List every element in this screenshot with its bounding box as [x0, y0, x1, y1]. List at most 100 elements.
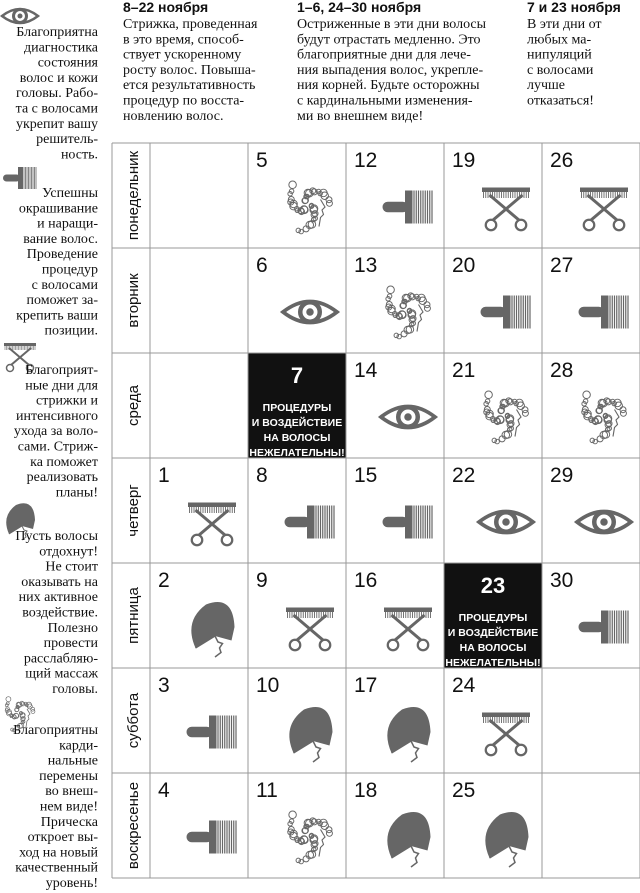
eye-outline — [475, 509, 537, 535]
curl — [5, 701, 10, 706]
legend-text: щий массаж — [25, 667, 98, 682]
curl — [396, 333, 402, 340]
legend-text: планы! — [56, 485, 98, 500]
curl — [603, 415, 612, 424]
icon-comb — [382, 190, 433, 224]
curl — [310, 211, 318, 219]
header-text: Остриженные в эти дни волосы — [297, 17, 487, 32]
eye-iris — [592, 510, 616, 534]
eye-outline — [279, 299, 341, 325]
curl — [397, 310, 407, 319]
day-number: 29 — [550, 464, 573, 487]
header-date: 7 и 23 ноября — [527, 0, 621, 15]
curl — [298, 228, 304, 235]
day-number: 14 — [354, 359, 378, 382]
comb-handle — [578, 306, 604, 318]
day-number: 22 — [452, 464, 475, 487]
comb-handle — [480, 306, 506, 318]
comb-bar — [482, 712, 530, 717]
curl — [494, 438, 500, 445]
curl — [6, 709, 12, 715]
eye-pupil — [404, 413, 412, 421]
day-number: 11 — [256, 779, 278, 802]
handle-ring — [25, 363, 35, 373]
curl — [493, 418, 501, 426]
icon-scissors — [188, 502, 236, 547]
curl — [500, 403, 506, 410]
blocked-cell — [248, 353, 346, 458]
curl — [297, 838, 305, 846]
curl — [297, 208, 305, 216]
legend-text: качественный — [15, 861, 98, 876]
blade — [295, 613, 328, 642]
eye-pupil — [17, 13, 23, 19]
curl — [287, 825, 295, 833]
curl — [289, 829, 298, 839]
day-number: 18 — [354, 779, 377, 802]
legend-text: окрашивание — [19, 201, 98, 216]
curl — [14, 707, 20, 712]
curl — [399, 301, 407, 309]
blocked-note: НЕЖЕЛАТЕЛЬНЫ! — [445, 657, 540, 669]
curl — [386, 293, 393, 299]
day-name: пятница — [125, 586, 142, 643]
icon-comb — [578, 295, 629, 329]
blade — [491, 718, 524, 747]
curl — [20, 720, 25, 725]
curl — [325, 199, 333, 207]
curl — [309, 835, 318, 844]
blade — [488, 718, 521, 747]
icon-eye — [279, 299, 341, 325]
legend-text: укрепит вашу — [16, 117, 98, 132]
legend-text: ка поможет — [30, 455, 98, 470]
blade — [8, 347, 30, 366]
curl — [484, 398, 491, 404]
day-number: 15 — [354, 464, 377, 487]
legend-text: сами. Стриж- — [18, 440, 99, 455]
face — [612, 409, 620, 437]
face — [8, 525, 28, 541]
curl — [301, 196, 309, 204]
blocked-note: ПРОЦЕДУРЫ — [459, 612, 528, 624]
day-number: 21 — [452, 359, 475, 382]
day-number: 27 — [550, 254, 573, 277]
blade — [390, 613, 423, 642]
day-number: 3 — [158, 674, 170, 697]
day-name: среда — [125, 384, 142, 426]
comb-head — [209, 820, 217, 854]
curl — [506, 398, 514, 406]
curl — [310, 846, 317, 853]
curl — [393, 332, 400, 339]
comb-head — [209, 715, 217, 749]
legend-text: и наращи- — [37, 217, 98, 232]
curl — [17, 723, 23, 729]
curl — [13, 712, 19, 719]
blade — [292, 613, 325, 642]
day-number: 16 — [354, 569, 377, 592]
face — [391, 844, 420, 868]
blade — [589, 193, 622, 222]
day-number: 8 — [256, 464, 268, 487]
comb-handle — [186, 831, 212, 843]
legend-text: Проведение — [27, 247, 98, 262]
blocked-cell — [444, 563, 542, 668]
handle-ring — [514, 218, 528, 232]
handle-ring — [220, 533, 234, 547]
curl — [508, 425, 514, 432]
icon-head — [387, 706, 431, 763]
legend-text: них активное — [19, 590, 98, 605]
comb-bar — [482, 187, 530, 192]
header-text: В эти дни от — [527, 17, 602, 32]
header-text: ния выпадения волос, укрепле- — [297, 63, 483, 78]
curl — [408, 316, 416, 324]
curl — [604, 426, 611, 433]
comb-handle — [382, 516, 408, 528]
curl — [591, 418, 599, 426]
legend-text: диагностика — [24, 40, 99, 55]
face — [416, 304, 424, 332]
curl — [385, 300, 393, 308]
handle-ring — [5, 363, 15, 373]
legend-text: Благоприят- — [25, 363, 98, 378]
day-number: 30 — [550, 569, 573, 592]
curl — [598, 403, 604, 410]
